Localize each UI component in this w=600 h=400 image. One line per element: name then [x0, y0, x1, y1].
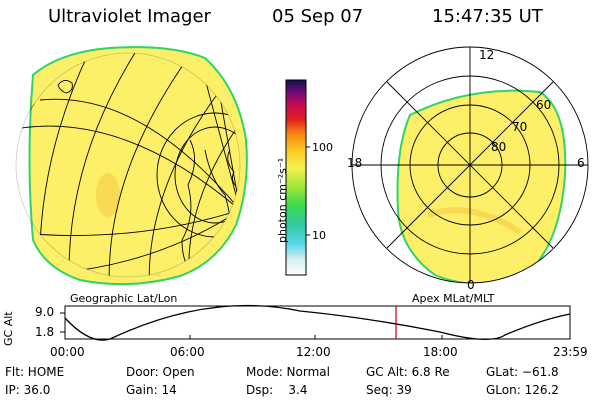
- status-gain: Gain: 14: [126, 383, 177, 397]
- altitude-xtick-0000: 00:00: [50, 345, 85, 359]
- altitude-ytick-1.8: 1.8: [35, 325, 55, 339]
- altitude-chart: [60, 304, 571, 341]
- time-label: 15:47:35 UT: [432, 6, 543, 27]
- mlt-label-18: 18: [347, 156, 363, 170]
- colorbar-unit-label: photon cm⁻²s⁻¹: [276, 157, 289, 243]
- mlt-label-12: 12: [479, 48, 495, 62]
- polar-map: [351, 46, 589, 284]
- lat-label-80: 80: [491, 140, 507, 154]
- status-seq: Seq: 39: [366, 383, 412, 397]
- status-ip: IP: 36.0: [5, 383, 51, 397]
- instrument-title: Ultraviolet Imager: [48, 6, 211, 27]
- mlt-label-0: 0: [467, 278, 475, 292]
- altitude-ytick-9: 9.0: [35, 305, 55, 319]
- status-glat: GLat: −61.8: [486, 365, 559, 379]
- date-label: 05 Sep 07: [272, 6, 364, 27]
- colorbar-tick-100: 100: [312, 141, 333, 154]
- lat-label-70: 70: [512, 120, 528, 134]
- altitude-xtick-0600: 06:00: [170, 345, 205, 359]
- colorbar-tick-10: 10: [312, 229, 326, 242]
- altitude-ylabel: GC Alt: [2, 311, 15, 346]
- colorbar-scale: [285, 79, 307, 276]
- aurora-oval: [396, 89, 567, 283]
- colorbar: [285, 79, 310, 276]
- lat-label-60: 60: [536, 98, 552, 112]
- aurora-bright-spot: [96, 173, 120, 217]
- status-dsp: Dsp: 3.4: [246, 383, 308, 397]
- status-gc-alt: GC Alt: 6.8 Re: [366, 365, 450, 379]
- geo-caption: Geographic Lat/Lon: [70, 292, 178, 305]
- status-door: Door: Open: [126, 365, 195, 379]
- status-flight: Flt: HOME: [5, 365, 65, 379]
- altitude-frame: [64, 305, 571, 340]
- altitude-xtick-1200: 12:00: [296, 345, 331, 359]
- geo-map: [15, 46, 248, 286]
- status-glon: GLon: 126.2: [486, 383, 559, 397]
- aurora-glow-geo: [28, 46, 248, 286]
- altitude-xtick-1800: 18:00: [423, 345, 458, 359]
- altitude-curve: [64, 304, 571, 341]
- polar-caption: Apex MLat/MLT: [412, 292, 495, 305]
- status-mode: Mode: Normal: [246, 365, 330, 379]
- altitude-xtick-2359: 23:59: [553, 345, 588, 359]
- mlt-label-6: 6: [577, 156, 585, 170]
